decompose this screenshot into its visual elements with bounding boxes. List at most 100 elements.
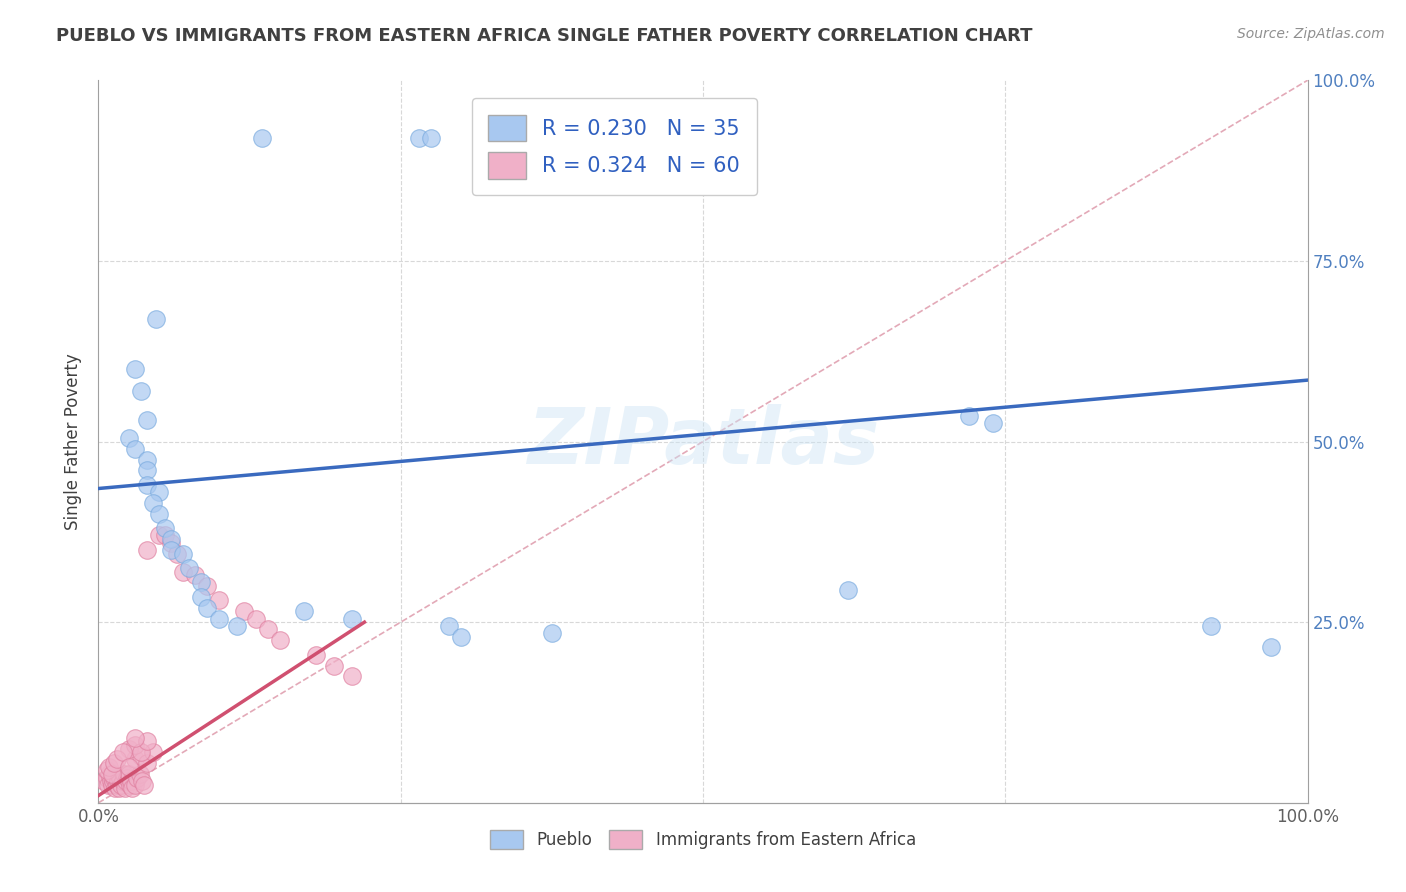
Point (540, 626, 562, 640)
Point (103, 756, 125, 770)
Point (124, 731, 146, 745)
Point (342, 669, 364, 683)
Point (124, 442, 146, 456)
Point (108, 771, 131, 785)
Point (190, 590, 212, 604)
Point (1199, 619, 1222, 633)
Point (129, 748, 152, 763)
Point (135, 463, 157, 477)
Point (135, 542, 157, 557)
Point (103, 771, 125, 785)
Text: PUEBLO VS IMMIGRANTS FROM EASTERN AFRICA SINGLE FATHER POVERTY CORRELATION CHART: PUEBLO VS IMMIGRANTS FROM EASTERN AFRICA… (56, 27, 1033, 45)
Point (195, 579, 218, 593)
Point (124, 738, 146, 752)
Point (110, 778, 132, 792)
Point (232, 604, 254, 618)
Point (134, 778, 156, 792)
Point (957, 409, 980, 424)
Point (105, 778, 128, 792)
Point (256, 623, 278, 637)
Point (166, 547, 188, 561)
Point (135, 734, 157, 748)
Point (124, 362, 146, 376)
Point (981, 417, 1004, 431)
Point (172, 547, 194, 561)
Point (153, 528, 176, 542)
Point (118, 760, 141, 774)
Point (190, 575, 212, 590)
Point (128, 767, 150, 781)
Point (124, 752, 146, 766)
Legend: Pueblo, Immigrants from Eastern Africa: Pueblo, Immigrants from Eastern Africa (484, 823, 922, 856)
Point (160, 542, 183, 557)
Text: Source: ZipAtlas.com: Source: ZipAtlas.com (1237, 27, 1385, 41)
Point (837, 582, 859, 597)
Point (105, 752, 128, 766)
Point (245, 611, 267, 625)
Point (108, 781, 131, 796)
Point (342, 611, 364, 625)
Point (96, 764, 118, 778)
Point (93, 774, 115, 789)
Point (96, 771, 118, 785)
Point (148, 485, 170, 500)
Point (269, 633, 291, 648)
Point (120, 774, 142, 789)
Point (135, 756, 157, 770)
Point (145, 311, 167, 326)
Point (118, 767, 141, 781)
Point (107, 774, 129, 789)
Point (100, 778, 122, 792)
Point (111, 774, 134, 789)
Point (127, 771, 149, 785)
Point (135, 413, 157, 427)
Point (98, 760, 121, 774)
Point (250, 131, 273, 145)
Point (100, 774, 122, 789)
Point (112, 767, 135, 781)
Point (118, 778, 141, 792)
Point (305, 648, 328, 662)
Point (226, 619, 249, 633)
Point (98, 767, 121, 781)
Point (142, 745, 165, 759)
Point (160, 535, 183, 549)
Point (118, 741, 141, 756)
Point (100, 767, 122, 781)
Point (129, 384, 152, 398)
Point (195, 600, 218, 615)
Point (148, 528, 170, 542)
Point (142, 496, 165, 510)
Point (172, 565, 194, 579)
Point (135, 478, 157, 492)
Point (97, 778, 120, 792)
Point (124, 778, 146, 792)
Point (131, 774, 153, 789)
Point (420, 131, 443, 145)
Point (179, 561, 201, 575)
Point (121, 781, 143, 796)
Point (323, 658, 346, 673)
Point (101, 774, 124, 789)
Text: ZIPatlas: ZIPatlas (527, 403, 879, 480)
Point (115, 774, 138, 789)
Point (292, 604, 315, 618)
Point (111, 745, 134, 759)
Point (1260, 640, 1282, 655)
Point (104, 781, 127, 796)
Point (208, 611, 231, 625)
Point (135, 452, 157, 467)
Point (184, 568, 207, 582)
Point (117, 771, 139, 785)
Point (129, 745, 152, 759)
Point (118, 431, 141, 445)
Point (408, 131, 430, 145)
Point (450, 630, 472, 644)
Point (153, 521, 176, 535)
Point (160, 532, 183, 546)
Point (114, 781, 136, 796)
Point (148, 507, 170, 521)
Point (437, 619, 460, 633)
Y-axis label: Single Father Poverty: Single Father Poverty (65, 353, 83, 530)
Point (208, 593, 231, 607)
